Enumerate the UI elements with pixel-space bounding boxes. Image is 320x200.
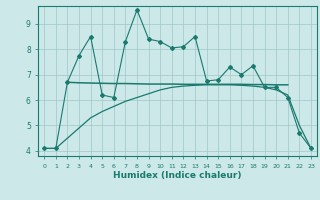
X-axis label: Humidex (Indice chaleur): Humidex (Indice chaleur) [113,171,242,180]
